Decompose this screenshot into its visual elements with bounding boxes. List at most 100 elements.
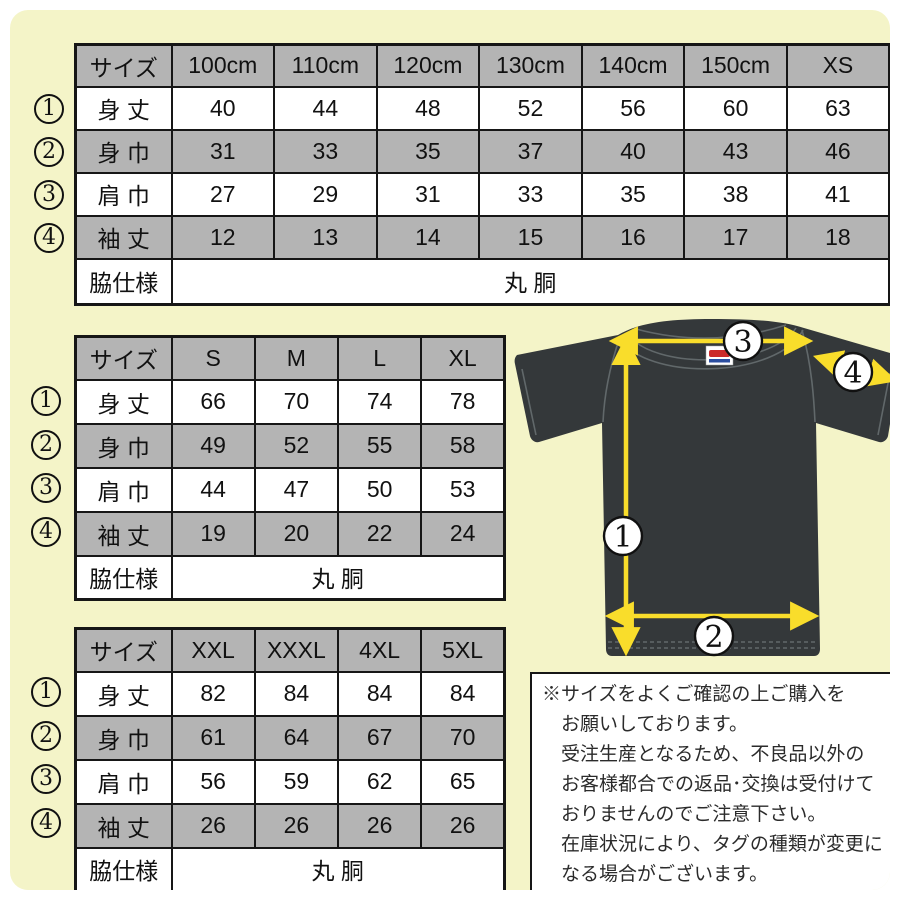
row-marker-3: 3: [34, 180, 64, 210]
table-row: 肩 巾 27 29 31 33 35 38 41: [74, 171, 890, 217]
cell: 27: [170, 171, 276, 217]
marker-label-3: 3: [733, 325, 752, 360]
table-row: 身 巾 49 52 55 58: [74, 422, 506, 469]
size-chart-image: サイズ 100cm 110cm 120cm 130cm 140cm 150cm …: [10, 10, 890, 890]
table-row: 身 巾 61 64 67 70: [74, 714, 506, 761]
table-row: 身 丈 82 84 84 84: [74, 670, 506, 717]
row-label: 肩 巾: [74, 758, 173, 805]
footer-value: 丸 胴: [170, 554, 506, 601]
table-footer-row: 脇仕様 丸 胴: [74, 257, 890, 306]
header-cell: 4XL: [336, 627, 423, 673]
header-cell: L: [336, 335, 423, 381]
cell: 44: [273, 85, 378, 131]
cell: 48: [375, 85, 481, 131]
table-header-row: サイズ S M L XL: [74, 335, 506, 381]
cell: 61: [170, 714, 256, 761]
footer-value: 丸 胴: [170, 846, 506, 890]
header-cell: XXL: [170, 627, 256, 673]
cell: 38: [683, 171, 788, 217]
marker-label-2: 2: [704, 620, 723, 655]
row-label: 脇仕様: [74, 257, 173, 306]
cell: 47: [253, 466, 340, 513]
cell: 40: [580, 128, 686, 174]
table-header-row: サイズ 100cm 110cm 120cm 130cm 140cm 150cm …: [74, 43, 890, 88]
marker-label-1: 1: [613, 520, 632, 555]
cell: 56: [580, 85, 686, 131]
header-cell: M: [253, 335, 340, 381]
marker-circle-3: [722, 320, 764, 362]
cell: 40: [170, 85, 276, 131]
header-cell: XL: [420, 335, 506, 381]
cell: 59: [253, 758, 340, 805]
cell: 50: [336, 466, 423, 513]
row-label: 脇仕様: [74, 846, 173, 890]
cell: 46: [785, 128, 890, 174]
cell: 15: [478, 214, 583, 260]
cell: 26: [420, 802, 506, 849]
cell: 70: [253, 378, 340, 425]
row-marker-3: 3: [31, 764, 61, 794]
cell: 64: [253, 714, 340, 761]
cell: 31: [170, 128, 276, 174]
marker-circle-1: [602, 515, 644, 557]
header-cell: サイズ: [74, 335, 173, 381]
row-label: 身 丈: [74, 670, 173, 717]
header-cell: サイズ: [74, 627, 173, 673]
row-marker-3: 3: [31, 473, 61, 503]
table-footer-row: 脇仕様 丸 胴: [74, 846, 506, 890]
cell: 84: [253, 670, 340, 717]
row-label: 袖 丈: [74, 510, 173, 557]
cell: 43: [683, 128, 788, 174]
cell: 26: [336, 802, 423, 849]
cell: 74: [336, 378, 423, 425]
cell: 13: [273, 214, 378, 260]
cell: 26: [170, 802, 256, 849]
notice-line: お願いしております。: [561, 714, 748, 735]
cell: 35: [375, 128, 481, 174]
row-label: 肩 巾: [74, 171, 173, 217]
row-label: 身 巾: [74, 714, 173, 761]
cell: 60: [683, 85, 788, 131]
row-label: 身 巾: [74, 422, 173, 469]
notice-line: 在庫状況により、タグの種類が変更に: [561, 834, 883, 855]
header-cell: 140cm: [580, 43, 686, 88]
cell: 41: [785, 171, 890, 217]
cell: 20: [253, 510, 340, 557]
cell: 24: [420, 510, 506, 557]
row-label: 肩 巾: [74, 466, 173, 513]
row-marker-1: 1: [31, 386, 61, 416]
cell: 84: [336, 670, 423, 717]
row-marker-4: 4: [31, 517, 61, 547]
cell: 67: [336, 714, 423, 761]
notice-line: おりませんのでご注意下さい。: [561, 804, 827, 825]
header-cell: S: [170, 335, 256, 381]
table-footer-row: 脇仕様 丸 胴: [74, 554, 506, 601]
marker-label-4: 4: [843, 356, 862, 391]
table-row: 袖 丈 26 26 26 26: [74, 802, 506, 849]
header-cell: XS: [785, 43, 890, 88]
cell: 14: [375, 214, 481, 260]
header-cell: 100cm: [170, 43, 276, 88]
cell: 56: [170, 758, 256, 805]
row-marker-2: 2: [34, 137, 64, 167]
row-marker-2: 2: [31, 721, 61, 751]
cell: 70: [420, 714, 506, 761]
row-label: 袖 丈: [74, 802, 173, 849]
notice-box: ※サイズをよくご確認の上ご購入を お願いしております。 受注生産となるため、不良…: [530, 672, 890, 890]
cell: 52: [478, 85, 583, 131]
notice-line: 受注生産となるため、不良品以外の: [561, 744, 865, 765]
header-cell: 5XL: [420, 627, 506, 673]
cell: 29: [273, 171, 378, 217]
notice-line: なる場合がございます。: [561, 864, 769, 885]
row-marker-1: 1: [31, 677, 61, 707]
notice-line: ※サイズをよくご確認の上ご購入を: [542, 684, 846, 705]
cell: 12: [170, 214, 276, 260]
row-marker-4: 4: [34, 223, 64, 253]
header-cell: サイズ: [74, 43, 173, 88]
cell: 17: [683, 214, 788, 260]
tshirt-body: [514, 319, 890, 656]
cell: 55: [336, 422, 423, 469]
cell: 37: [478, 128, 583, 174]
marker-circle-4: [832, 351, 874, 393]
cell: 58: [420, 422, 506, 469]
